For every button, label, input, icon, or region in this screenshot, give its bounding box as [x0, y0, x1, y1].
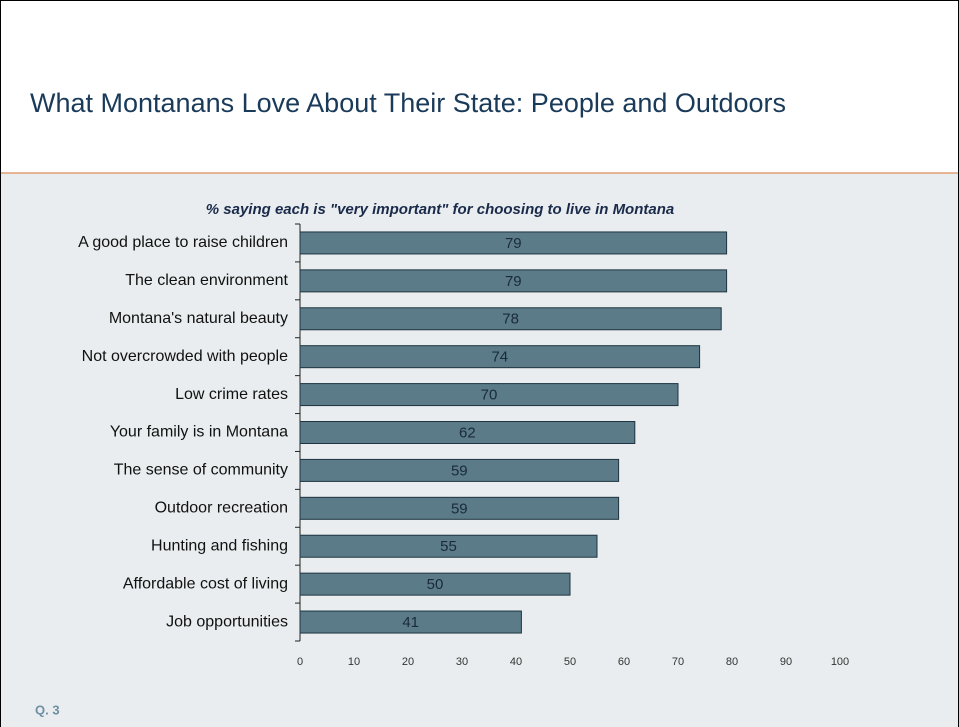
x-tick-label: 80 — [726, 656, 738, 668]
bar — [299, 231, 728, 255]
x-tick-label: 30 — [456, 656, 468, 668]
bar — [299, 496, 620, 520]
bar — [299, 572, 571, 596]
data-label: 62 — [459, 424, 476, 441]
data-label: 78 — [502, 311, 519, 328]
chart-title: What Montanans Love About Their State: P… — [30, 88, 786, 118]
content-background — [0, 173, 959, 727]
x-tick-label: 50 — [564, 656, 576, 668]
data-label: 79 — [505, 273, 522, 290]
x-tick-label: 10 — [348, 656, 360, 668]
y-tick-label: Job opportunities — [166, 613, 288, 630]
bar — [299, 534, 598, 558]
data-label: 55 — [440, 538, 457, 555]
y-tick-label: The clean environment — [125, 272, 288, 289]
x-tick-label: 100 — [831, 656, 849, 668]
y-tick-label: Low crime rates — [175, 386, 288, 403]
y-tick-label: Montana's natural beauty — [109, 310, 288, 327]
y-tick-label: Not overcrowded with people — [82, 348, 288, 365]
bar — [299, 345, 701, 369]
bar — [299, 610, 522, 634]
y-tick-label: Outdoor recreation — [155, 500, 288, 517]
x-tick-label: 20 — [402, 656, 414, 668]
bar — [299, 458, 620, 482]
footnote: Q. 3 — [35, 702, 60, 717]
bar — [299, 421, 636, 444]
x-tick-label: 70 — [672, 656, 684, 668]
data-label: 59 — [451, 462, 468, 479]
x-tick-label: 60 — [618, 656, 630, 668]
bar — [299, 383, 679, 407]
x-tick-label: 0 — [297, 656, 303, 668]
chart-subtitle: % saying each is "very important" for ch… — [206, 201, 674, 218]
data-label: 70 — [481, 387, 498, 404]
data-label: 50 — [427, 576, 444, 593]
data-label: 59 — [451, 500, 468, 517]
x-tick-label: 40 — [510, 656, 522, 668]
y-tick-label: The sense of community — [114, 462, 288, 479]
y-tick-label: Your family is in Montana — [110, 424, 288, 441]
data-label: 79 — [505, 235, 522, 252]
bar — [299, 307, 722, 331]
x-tick-label: 90 — [780, 656, 792, 668]
y-tick-label: Affordable cost of living — [123, 575, 288, 592]
y-tick-label: Hunting and fishing — [151, 537, 288, 554]
data-label: 74 — [491, 349, 508, 366]
bar — [299, 269, 728, 293]
y-tick-label: A good place to raise children — [78, 234, 288, 251]
data-label: 41 — [402, 614, 419, 631]
